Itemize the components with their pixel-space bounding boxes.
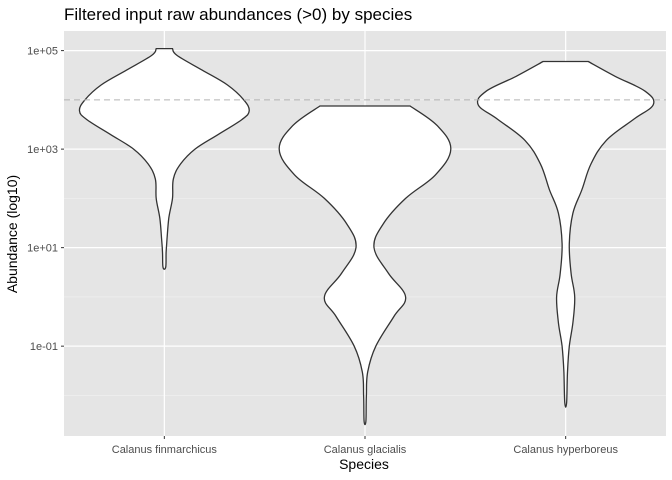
y-tick-label: 1e-01 [30, 341, 58, 353]
x-axis-title: Species [339, 456, 389, 472]
y-tick-label: 1e+01 [27, 243, 58, 255]
x-axis: Calanus finmarchicus Calanus glacialis Cal… [112, 436, 618, 456]
y-axis-title: Abundance (log10) [4, 175, 20, 293]
y-axis: 1e-01 1e+01 1e+03 1e+05 [27, 46, 64, 353]
violins-layer [78, 47, 655, 426]
x-tick-label: Calanus hyperboreus [513, 444, 618, 456]
violin-1 [78, 47, 250, 270]
x-tick-label: Calanus finmarchicus [112, 444, 218, 456]
violin-3 [476, 60, 655, 408]
x-tick-label: Calanus glacialis [324, 444, 407, 456]
y-tick-label: 1e+05 [27, 46, 58, 58]
chart-title: Filtered input raw abundances (>0) by sp… [64, 5, 412, 24]
y-tick-label: 1e+03 [27, 144, 58, 156]
violin-2 [278, 105, 452, 426]
